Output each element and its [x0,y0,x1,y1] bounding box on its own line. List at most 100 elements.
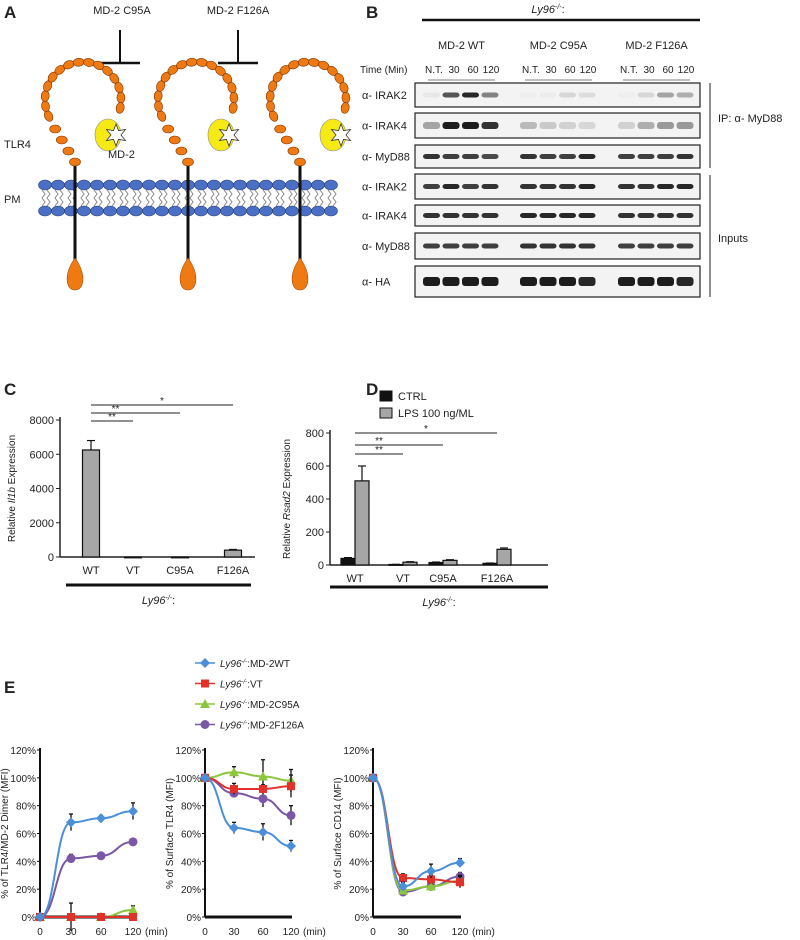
circle-marker [200,720,210,729]
bar-chart-d: D 0 200 400 600 800 Relative Rsad2 Expression W… [282,380,548,609]
blot-band [423,243,440,249]
blot-band [618,277,635,286]
genotype-superscript: -/- [555,4,562,11]
genotype-superscript: -/- [242,659,248,665]
circle-marker [128,837,138,847]
blot-band [462,277,479,286]
bar [340,557,356,566]
genotype-label: Ly96-/-: [422,597,455,609]
square-marker [287,782,295,791]
blot-band [539,154,557,159]
blot-band [657,213,674,218]
y-tick-label: 100% [343,774,369,785]
time-point-label: N.T. [425,65,443,76]
diamond-marker [66,817,76,828]
blot-band [637,122,655,129]
group-label: MD-2 F126A [625,40,688,52]
blot-band [442,92,460,98]
genotype-suffix: : [172,595,175,607]
bar [354,480,370,566]
diamond-marker [286,841,296,852]
panel-letter: D [366,380,378,399]
blot-band [520,93,537,98]
significance-stars: ** [108,412,116,423]
series-line-wt [372,776,461,888]
blot-band [462,243,479,249]
y-tick-label: 0% [187,913,202,924]
circle-marker [66,854,76,864]
series-line-wt [39,810,134,918]
y-tick-label: 100% [175,774,201,785]
time-point-label: N.T. [620,65,638,76]
mutant-label-f126a: MD-2 F126A [207,5,270,17]
blot-band [618,93,635,98]
x-unit-label: (min) [303,927,326,938]
y-label-post: Expression [282,439,293,491]
y-axis-label: Relative Rsad2 Expression [282,439,293,559]
tlr4-label: TLR4 [4,139,31,151]
square-marker [259,784,267,793]
series-line-vt [204,776,292,790]
genotype-text: Ly96 [422,597,447,609]
bar [123,556,143,559]
blot-band [423,184,440,189]
blot-band [423,154,440,159]
blot-band [442,243,460,249]
bar [496,548,512,566]
blot-band [559,243,576,249]
significance-stars: ** [375,445,383,456]
tlr4-receptor [153,57,240,291]
series-line-c95a [372,776,461,892]
panel-letter: C [4,380,16,399]
blot-band [539,213,557,218]
blot-band [578,154,596,159]
legend-construct: :MD-2F126A [247,721,304,732]
blot-band [481,154,499,159]
genotype-superscript: -/- [446,597,453,604]
blot-row: α- IRAK2 [362,173,701,200]
blot-row: α- IRAK2 [362,82,701,108]
y-tick-label: 8000 [30,415,54,427]
y-tick-label: 80% [16,802,36,813]
diamond-marker [200,772,210,783]
square-marker [427,875,435,884]
y-tick-label: 80% [349,802,369,813]
line-chart-e2: 0% 20% 40% 60% 80% 100% 120% 0 30 60 120 (min) % of … [165,746,326,938]
y-tick-label: 60% [349,830,369,841]
blot-band [539,184,557,189]
x-tick-label: 120 [452,927,469,938]
x-tick-label: VT [126,565,140,577]
bar [428,561,444,566]
diamond-marker [258,827,268,838]
square-marker [201,679,209,688]
bar [442,559,458,566]
x-tick-label: WT [82,565,99,577]
blot-band [539,122,557,129]
blot-band [657,277,674,286]
genotype-text: Ly96 [220,721,242,732]
panel-letter-a: A [4,3,16,22]
y-tick-label: 60% [16,830,36,841]
blot-row: α- MyD88 [362,232,701,260]
md2-label: MD-2 [108,149,135,161]
blot-band [618,154,635,159]
time-point-label: 30 [448,65,460,76]
x-unit-label: (min) [145,927,168,938]
group-label: MD-2 C95A [530,40,588,52]
time-point-label: 30 [545,65,557,76]
genotype-text: Ly96 [142,595,167,607]
genotype-superscript: -/- [165,595,172,602]
legend-construct: :MD-2C95A [247,700,300,711]
y-tick-label: 120% [10,746,36,757]
antibody-label: α- IRAK4 [362,211,407,223]
blot-band [637,243,655,249]
diamond-marker [368,772,378,783]
blot-band [578,213,596,218]
blot-band [657,154,674,159]
legend-item-vt: Ly96-/-:VT [195,679,263,691]
blot-band [462,122,479,129]
triangle-marker [200,699,210,708]
diamond-marker [96,813,106,824]
antibody-label: α- IRAK2 [362,90,407,102]
